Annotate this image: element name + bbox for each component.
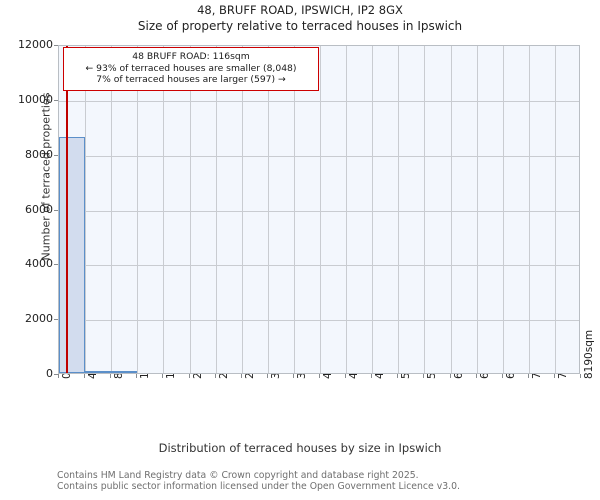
- x-tick-mark: [423, 374, 425, 378]
- bar: [59, 136, 86, 373]
- footer-attribution: Contains HM Land Registry data © Crown c…: [57, 470, 597, 492]
- gridline-vertical: [189, 46, 191, 373]
- chart-subtitle: Size of property relative to terraced ho…: [137, 19, 463, 33]
- x-tick-mark: [580, 374, 581, 378]
- annotation-callout: 48 BRUFF ROAD: 116sqm ← 93% of terraced …: [63, 47, 319, 91]
- x-tick-mark: [240, 374, 242, 378]
- x-tick-mark: [319, 374, 320, 378]
- gridline-vertical: [241, 46, 243, 373]
- y-tick-mark: [54, 264, 58, 266]
- x-tick-mark: [162, 374, 164, 378]
- y-tick-mark: [54, 45, 58, 46]
- gridline-horizontal: [59, 210, 579, 212]
- bar: [111, 371, 138, 373]
- gridline-vertical: [267, 46, 269, 373]
- footer-line-2: Contains public sector information licen…: [57, 481, 460, 492]
- gridline-vertical: [398, 46, 400, 373]
- gridline-horizontal: [59, 265, 579, 267]
- x-tick-mark: [214, 374, 216, 378]
- gridline-vertical: [85, 46, 87, 373]
- x-tick-mark: [475, 374, 477, 378]
- x-tick-mark: [527, 374, 529, 378]
- title-block: 48, BRUFF ROAD, IPSWICH, IP2 8GX Size of…: [0, 2, 600, 35]
- x-tick-mark: [110, 374, 112, 378]
- y-tick-label: 10000: [18, 92, 53, 106]
- x-tick-mark: [84, 374, 86, 378]
- gridline-vertical: [554, 46, 556, 373]
- y-tick-label: 2000: [25, 312, 53, 326]
- gridline-vertical: [293, 46, 295, 373]
- gridline-vertical: [163, 46, 165, 373]
- gridline-vertical: [424, 46, 426, 373]
- gridline-horizontal: [59, 320, 579, 322]
- y-tick-mark: [54, 99, 58, 101]
- x-tick-mark: [371, 374, 373, 378]
- y-tick-label: 4000: [25, 257, 53, 271]
- gridline-vertical: [215, 46, 217, 373]
- annotation-line-2: ← 93% of terraced houses are smaller (8,…: [85, 62, 297, 74]
- y-tick-label: 6000: [25, 202, 53, 216]
- x-axis-title: Distribution of terraced houses by size …: [158, 441, 442, 455]
- x-tick-mark: [292, 374, 294, 378]
- gridline-vertical: [372, 46, 374, 373]
- gridline-vertical: [346, 46, 348, 373]
- y-tick-label: 0: [46, 367, 53, 380]
- y-tick-mark: [54, 319, 58, 321]
- property-marker-line: [66, 46, 68, 373]
- annotation-line-3: 7% of terraced houses are larger (597) →: [96, 74, 286, 85]
- bar: [85, 371, 112, 373]
- x-tick-mark: [188, 374, 190, 378]
- gridline-vertical: [137, 46, 139, 373]
- gridline-vertical: [320, 46, 321, 373]
- x-tick-mark: [266, 374, 268, 378]
- y-tick-label: 8000: [25, 147, 53, 161]
- x-tick-mark: [136, 374, 138, 378]
- gridline-horizontal: [59, 155, 579, 157]
- y-tick-label: 12000: [18, 38, 53, 51]
- page-title: 48, BRUFF ROAD, IPSWICH, IP2 8GX: [197, 3, 403, 17]
- plot-area: [58, 45, 580, 374]
- gridline-horizontal: [59, 100, 579, 102]
- x-tick-label: 8190sqm: [583, 329, 595, 379]
- gridline-vertical: [528, 46, 530, 373]
- gridline-vertical: [476, 46, 478, 373]
- x-tick-mark: [449, 374, 451, 378]
- annotation-line-1: 48 BRUFF ROAD: 116sqm: [132, 51, 250, 62]
- x-tick-mark: [58, 374, 59, 378]
- gridline-vertical: [450, 46, 452, 373]
- x-tick-mark: [345, 374, 347, 378]
- y-tick-mark: [54, 209, 58, 211]
- footer-line-1: Contains HM Land Registry data © Crown c…: [57, 470, 419, 481]
- y-axis-title: Number of terraced properties: [39, 92, 53, 261]
- x-tick-mark: [553, 374, 555, 378]
- gridline-vertical: [502, 46, 504, 373]
- x-tick-mark: [501, 374, 503, 378]
- y-tick-mark: [54, 374, 58, 375]
- x-tick-mark: [397, 374, 399, 378]
- y-tick-mark: [54, 154, 58, 156]
- gridline-vertical: [111, 46, 113, 373]
